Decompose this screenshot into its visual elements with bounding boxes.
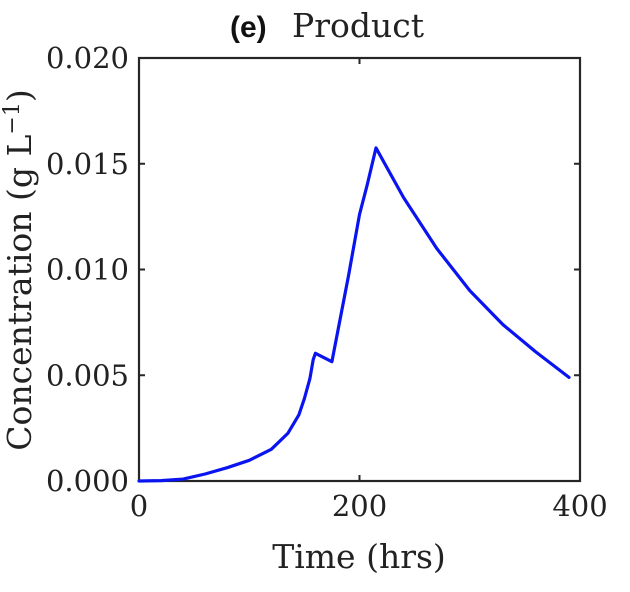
- y-tick-label: 0.020: [46, 41, 129, 75]
- x-tick-label: 400: [552, 489, 607, 523]
- y-axis-label-main: Concentration (g L: [0, 134, 39, 450]
- x-tick-label: 0: [130, 489, 148, 523]
- y-tick-label: 0.010: [46, 253, 129, 287]
- y-tick-label: 0.015: [46, 147, 129, 181]
- y-tick-label: 0.005: [46, 358, 129, 392]
- x-axis-label: Time (hrs): [272, 537, 446, 576]
- y-axis-label-exponent: −1: [0, 102, 25, 134]
- y-axis-label: Concentration (g L−1): [0, 89, 39, 451]
- y-tick-label: 0.000: [46, 464, 129, 498]
- series-line-product: [137, 146, 571, 483]
- axis-ticks: 0.000 0.005 0.010 0.015 0.020 0 200 400: [46, 41, 608, 523]
- x-tick-label: 200: [332, 489, 387, 523]
- chart-title: Product: [292, 6, 424, 45]
- y-axis-label-close: ): [0, 89, 39, 102]
- plot-frame: [137, 56, 582, 483]
- panel-letter: (e): [230, 11, 267, 44]
